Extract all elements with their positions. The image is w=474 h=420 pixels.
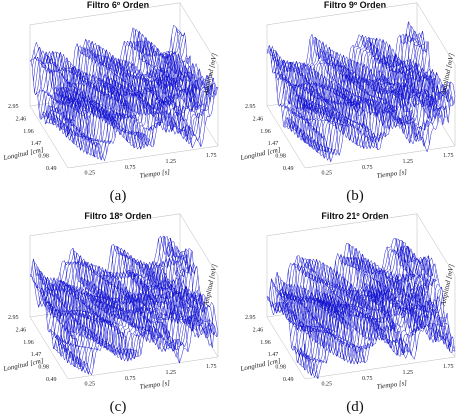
- x-tick-label: 1.25: [166, 159, 177, 165]
- subfigure-title: Filtro 9º Orden: [324, 0, 386, 10]
- axis-box: [266, 316, 306, 380]
- y-tick-label: 2.46: [253, 116, 264, 122]
- x-tick-label: 1.75: [443, 364, 454, 370]
- y-tick-label: 2.46: [16, 327, 26, 333]
- x-tick-label: 1.25: [166, 370, 177, 376]
- subfigure: Filtro 18º Orden (c) 2.95 2.46 1.96 1.47 0.98 0…: [2, 211, 219, 415]
- axis-box: [67, 145, 219, 169]
- x-tick-label: 0.75: [362, 165, 373, 171]
- x-tick-label: 0.75: [362, 376, 373, 382]
- y-tick-label: 1.96: [260, 129, 271, 135]
- subfigure-caption: (b): [346, 188, 364, 204]
- x-axis-label: Tiempo [s]: [139, 168, 171, 180]
- y-tick-label: 0.98: [275, 365, 286, 371]
- y-tick-label: 1.47: [268, 141, 279, 147]
- y-tick-label: 0.49: [46, 166, 57, 172]
- x-tick-label: 1.25: [403, 370, 414, 376]
- y-tick-label: 0.49: [46, 377, 57, 383]
- axis-box: [266, 2, 418, 26]
- x-tick-label: 0.25: [85, 171, 96, 177]
- y-tick-label: 2.95: [8, 315, 19, 321]
- axis-box: [266, 213, 418, 237]
- x-tick-label: 0.25: [322, 382, 333, 388]
- y-axis-label: Longitud [cm]: [2, 357, 45, 374]
- surface-mesh: [29, 235, 219, 376]
- axis-box: [416, 2, 456, 65]
- y-tick-label: 1.96: [23, 129, 34, 135]
- y-tick-label: 2.95: [245, 315, 256, 321]
- y-tick-label: 2.95: [245, 104, 256, 110]
- axis-box: [29, 2, 181, 26]
- z-axis-label: Amplitud [mV]: [202, 52, 219, 96]
- axis-box: [304, 145, 456, 169]
- x-tick-label: 1.75: [206, 153, 217, 159]
- z-axis-label: Amplitud [mV]: [202, 263, 219, 307]
- axis-box: [304, 356, 456, 380]
- x-tick-label: 0.25: [85, 382, 96, 388]
- y-tick-label: 2.95: [8, 104, 19, 110]
- y-axis-label: Longitud [cm]: [2, 146, 45, 163]
- subfigure: Filtro 21º Orden (d) 2.95 2.46 1.96 1.47 0.98 0…: [239, 211, 456, 415]
- axis-box: [67, 356, 219, 380]
- subfigure: Filtro 6º Orden (a) 2.95 2.46 1.96 1.47 0.98 0.…: [2, 0, 219, 204]
- y-tick-label: 0.98: [38, 154, 49, 160]
- subfigure: Filtro 9º Orden (b) 2.95 2.46 1.96 1.47 0.98 0.…: [239, 0, 456, 204]
- subfigure-caption: (a): [110, 188, 127, 204]
- y-tick-label: 2.46: [16, 116, 26, 122]
- x-tick-label: 1.75: [443, 153, 454, 159]
- axis-box: [179, 2, 219, 65]
- y-tick-label: 2.46: [253, 327, 264, 333]
- x-tick-label: 0.75: [125, 376, 136, 382]
- surface-mesh: [29, 24, 219, 162]
- y-axis-label: Longitud [cm]: [239, 146, 282, 163]
- x-tick-label: 1.75: [206, 364, 217, 370]
- surface-mesh: [266, 238, 456, 380]
- y-tick-label: 1.47: [31, 352, 42, 358]
- subfigure-title: Filtro 21º Orden: [321, 211, 388, 221]
- y-tick-label: 0.49: [283, 166, 294, 172]
- y-axis-label: Longitud [cm]: [239, 357, 282, 374]
- y-tick-label: 0.98: [275, 154, 286, 160]
- y-tick-label: 1.96: [260, 340, 271, 346]
- x-axis-label: Tiempo [s]: [376, 168, 408, 180]
- y-tick-label: 0.49: [283, 377, 294, 383]
- y-tick-label: 0.98: [38, 365, 49, 371]
- y-tick-label: 1.96: [23, 340, 34, 346]
- y-tick-label: 1.47: [31, 141, 42, 147]
- subfigure-title: Filtro 18º Orden: [84, 211, 151, 221]
- x-axis-label: Tiempo [s]: [139, 379, 171, 391]
- surface-mesh: [266, 21, 456, 163]
- x-tick-label: 0.75: [125, 165, 136, 171]
- x-tick-label: 1.25: [403, 159, 414, 165]
- axis-box: [179, 213, 219, 276]
- x-axis-label: Tiempo [s]: [376, 379, 408, 391]
- z-axis-label: Amplitud [mV]: [439, 263, 456, 307]
- y-tick-label: 1.47: [268, 352, 279, 358]
- axis-box: [29, 213, 181, 237]
- x-tick-label: 0.25: [322, 171, 333, 177]
- axis-box: [29, 316, 69, 380]
- subfigure-caption: (d): [346, 399, 364, 415]
- z-axis-label: Amplitud [mV]: [439, 52, 456, 96]
- subfigure-caption: (c): [110, 399, 127, 415]
- axis-box: [266, 105, 306, 169]
- axis-box: [416, 213, 456, 276]
- subfigure-title: Filtro 6º Orden: [87, 0, 149, 10]
- axis-box: [29, 105, 69, 169]
